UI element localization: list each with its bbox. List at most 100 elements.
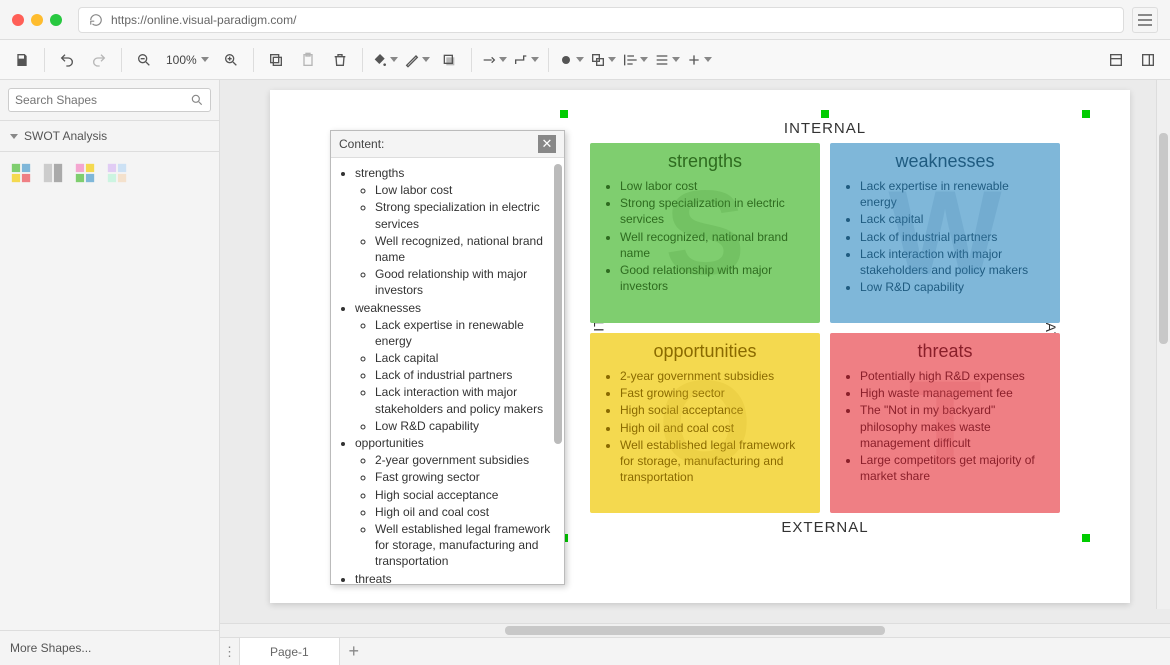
menu-icon[interactable] bbox=[1132, 7, 1158, 33]
selection-handle[interactable] bbox=[1082, 534, 1090, 542]
content-item: Lack capital bbox=[375, 350, 558, 366]
waypoint-button[interactable] bbox=[512, 46, 540, 74]
tab-page1[interactable]: Page-1 bbox=[240, 638, 340, 665]
quad-title: threats bbox=[842, 341, 1048, 362]
panel-swot[interactable]: SWOT Analysis bbox=[0, 120, 219, 152]
content-item: High oil and coal cost bbox=[375, 504, 558, 520]
canvas-area[interactable]: Content: ✕ strengthsLow labor costStrong… bbox=[220, 80, 1170, 623]
browser-chrome: https://online.visual-paradigm.com/ bbox=[0, 0, 1170, 40]
quad-threats[interactable]: TthreatsPotentially high R&D expensesHig… bbox=[830, 333, 1060, 513]
zoom-level[interactable]: 100% bbox=[162, 53, 213, 67]
page-tabs: ⋮ Page-1 + bbox=[220, 637, 1170, 665]
url-text: https://online.visual-paradigm.com/ bbox=[111, 13, 296, 27]
content-item: Lack interaction with major stakeholders… bbox=[375, 384, 558, 416]
arrange-button[interactable] bbox=[589, 46, 617, 74]
swot-shape1-icon[interactable] bbox=[10, 162, 32, 184]
outline-panel-button[interactable] bbox=[1134, 46, 1162, 74]
search-shapes[interactable] bbox=[8, 88, 211, 112]
quad-item: High oil and coal cost bbox=[620, 420, 808, 436]
canvas-wrap: Content: ✕ strengthsLow labor costStrong… bbox=[220, 80, 1170, 665]
content-panel-title: Content: bbox=[339, 137, 384, 151]
content-panel-body[interactable]: strengthsLow labor costStrong specializa… bbox=[331, 158, 564, 584]
content-item: High social acceptance bbox=[375, 487, 558, 503]
add-button[interactable] bbox=[685, 46, 713, 74]
redo-button[interactable] bbox=[85, 46, 113, 74]
reload-icon bbox=[89, 13, 103, 27]
close-icon[interactable]: ✕ bbox=[538, 135, 556, 153]
search-input[interactable] bbox=[15, 93, 190, 107]
quad-item: Well recognized, national brand name bbox=[620, 229, 808, 261]
content-item: Fast growing sector bbox=[375, 469, 558, 485]
quad-opportunities[interactable]: Oopportunities2-year government subsidie… bbox=[590, 333, 820, 513]
selection-handle[interactable] bbox=[821, 110, 829, 118]
quad-item: Good relationship with major investors bbox=[620, 262, 808, 294]
swot-shape3-icon[interactable] bbox=[74, 162, 96, 184]
axis-external: EXTERNAL bbox=[590, 519, 1060, 536]
quad-item: Potentially high R&D expenses bbox=[860, 368, 1048, 384]
content-item: 2-year government subsidies bbox=[375, 452, 558, 468]
content-panel[interactable]: Content: ✕ strengthsLow labor costStrong… bbox=[330, 130, 565, 585]
swot-diagram[interactable]: INTERNAL POSITIVE NEGATIVE SstrengthsLow… bbox=[590, 120, 1060, 536]
content-item: Lack expertise in renewable energy bbox=[375, 317, 558, 349]
quad-strengths[interactable]: SstrengthsLow labor costStrong specializ… bbox=[590, 143, 820, 323]
shape-style-button[interactable] bbox=[557, 46, 585, 74]
close-dot[interactable] bbox=[12, 14, 24, 26]
quad-item: Low labor cost bbox=[620, 178, 808, 194]
save-button[interactable] bbox=[8, 46, 36, 74]
v-scrollbar[interactable] bbox=[1156, 80, 1170, 609]
zoom-in-button[interactable] bbox=[217, 46, 245, 74]
axis-internal: INTERNAL bbox=[590, 120, 1060, 137]
swot-shape4-icon[interactable] bbox=[106, 162, 128, 184]
delete-button[interactable] bbox=[326, 46, 354, 74]
quad-item: Strong specialization in electric servic… bbox=[620, 195, 808, 227]
paste-button[interactable] bbox=[294, 46, 322, 74]
distribute-button[interactable] bbox=[653, 46, 681, 74]
canvas[interactable]: Content: ✕ strengthsLow labor costStrong… bbox=[270, 90, 1130, 603]
tabs-handle-icon[interactable]: ⋮ bbox=[220, 638, 240, 665]
quad-item: Lack expertise in renewable energy bbox=[860, 178, 1048, 210]
quad-item: High social acceptance bbox=[620, 402, 808, 418]
add-page-button[interactable]: + bbox=[340, 638, 368, 665]
sidebar: SWOT Analysis More Shapes... bbox=[0, 80, 220, 665]
quad-title: opportunities bbox=[602, 341, 808, 362]
swot-shape2-icon[interactable] bbox=[42, 162, 64, 184]
selection-handle[interactable] bbox=[560, 110, 568, 118]
quad-item: Lack capital bbox=[860, 211, 1048, 227]
address-bar[interactable]: https://online.visual-paradigm.com/ bbox=[78, 7, 1124, 33]
quad-item: Fast growing sector bbox=[620, 385, 808, 401]
undo-button[interactable] bbox=[53, 46, 81, 74]
quad-item: Large competitors get majority of market… bbox=[860, 452, 1048, 484]
content-item: Strong specialization in electric servic… bbox=[375, 199, 558, 231]
quad-item: 2-year government subsidies bbox=[620, 368, 808, 384]
content-item: Lack of industrial partners bbox=[375, 367, 558, 383]
content-section: strengthsLow labor costStrong specializa… bbox=[355, 165, 558, 299]
content-item: Low labor cost bbox=[375, 182, 558, 198]
copy-button[interactable] bbox=[262, 46, 290, 74]
quad-weaknesses[interactable]: WweaknessesLack expertise in renewable e… bbox=[830, 143, 1060, 323]
zoom-out-button[interactable] bbox=[130, 46, 158, 74]
shadow-button[interactable] bbox=[435, 46, 463, 74]
connector-button[interactable] bbox=[480, 46, 508, 74]
search-icon bbox=[190, 93, 204, 107]
h-scrollbar[interactable] bbox=[220, 623, 1170, 637]
selection-handle[interactable] bbox=[1082, 110, 1090, 118]
fill-button[interactable] bbox=[371, 46, 399, 74]
content-scrollbar[interactable] bbox=[554, 164, 562, 444]
app: 100% SWOT Analysis bbox=[0, 40, 1170, 665]
content-section: weaknessesLack expertise in renewable en… bbox=[355, 300, 558, 435]
content-item: Well established legal framework for sto… bbox=[375, 521, 558, 570]
toolbar: 100% bbox=[0, 40, 1170, 80]
stroke-button[interactable] bbox=[403, 46, 431, 74]
more-shapes-link[interactable]: More Shapes... bbox=[0, 630, 219, 665]
content-item: Low R&D capability bbox=[375, 418, 558, 434]
format-panel-button[interactable] bbox=[1102, 46, 1130, 74]
align-button[interactable] bbox=[621, 46, 649, 74]
min-dot[interactable] bbox=[31, 14, 43, 26]
content-panel-header[interactable]: Content: ✕ bbox=[331, 131, 564, 158]
max-dot[interactable] bbox=[50, 14, 62, 26]
quad-title: strengths bbox=[602, 151, 808, 172]
window-controls bbox=[12, 14, 62, 26]
content-item: Well recognized, national brand name bbox=[375, 233, 558, 265]
content-item: Good relationship with major investors bbox=[375, 266, 558, 298]
quad-item: The "Not in my backyard" philosophy make… bbox=[860, 402, 1048, 451]
